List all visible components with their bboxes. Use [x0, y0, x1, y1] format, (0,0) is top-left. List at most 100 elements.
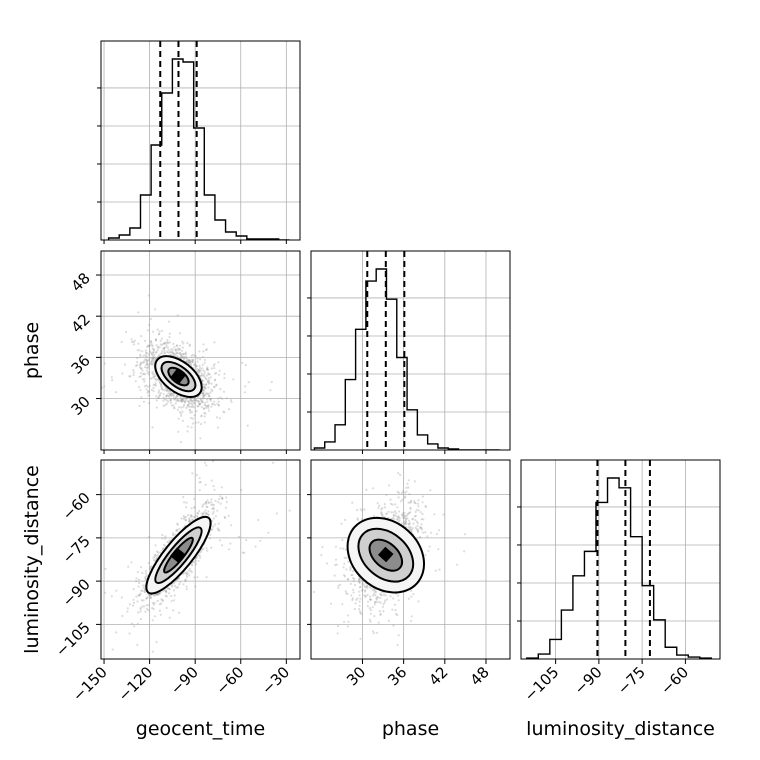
sample-point — [217, 528, 220, 532]
sample-point — [400, 492, 403, 495]
sample-point — [171, 348, 174, 351]
sample-point — [155, 593, 158, 596]
sample-point — [145, 575, 148, 578]
sample-point — [381, 605, 385, 608]
sample-point — [104, 567, 107, 571]
sample-point — [193, 515, 196, 518]
sample-point — [166, 350, 169, 354]
sample-point — [150, 340, 153, 343]
sample-point — [178, 348, 181, 351]
sample-point — [356, 597, 359, 600]
sample-point — [373, 589, 376, 592]
sample-point — [158, 354, 161, 357]
sample-point — [363, 508, 366, 511]
histogram-geocent_time — [107, 58, 290, 240]
sample-point — [345, 592, 348, 595]
y-tick-label: −105 — [52, 618, 94, 660]
x-axis-label-geocent_time: geocent_time — [136, 718, 265, 740]
sample-point — [392, 514, 396, 517]
sample-point — [407, 526, 411, 529]
sample-point — [202, 350, 205, 353]
sample-point — [267, 531, 270, 534]
sample-point — [152, 362, 155, 365]
sample-point — [406, 517, 409, 520]
sample-point — [170, 594, 173, 598]
sample-point — [244, 385, 247, 388]
sample-point — [223, 515, 226, 519]
sample-point — [170, 584, 173, 587]
sample-point — [411, 517, 414, 520]
sample-point — [140, 566, 143, 569]
sample-point — [413, 480, 416, 483]
sample-point — [163, 346, 166, 349]
sample-point — [206, 499, 209, 502]
sample-point — [189, 409, 192, 412]
sample-point — [308, 557, 310, 559]
sample-point — [139, 353, 142, 356]
panel-geocent_time-vs-luminosity_distance — [100, 459, 301, 708]
sample-point — [132, 374, 135, 377]
sample-point — [397, 496, 400, 499]
sample-point — [394, 510, 397, 513]
sample-point — [159, 383, 162, 386]
sample-point — [145, 388, 148, 391]
sample-point — [197, 368, 201, 371]
sample-point — [385, 512, 388, 515]
sample-point — [202, 407, 205, 410]
sample-point — [374, 594, 377, 597]
sample-point — [195, 410, 198, 413]
sample-point — [190, 355, 193, 358]
sample-point — [121, 372, 124, 375]
sample-point — [178, 611, 181, 614]
sample-point — [139, 375, 142, 378]
sample-point — [143, 385, 146, 388]
sample-point — [379, 613, 382, 617]
sample-point — [270, 380, 273, 384]
sample-point — [158, 603, 161, 606]
sample-point — [341, 603, 344, 606]
axes-frame — [100, 459, 301, 660]
sample-point — [156, 706, 158, 708]
sample-point — [334, 558, 338, 561]
sample-point — [207, 392, 210, 396]
sample-point — [168, 320, 171, 323]
sample-point — [376, 502, 379, 505]
sample-point — [191, 360, 194, 363]
sample-point — [138, 349, 141, 352]
x-tick-label: 42 — [425, 663, 451, 689]
sample-point — [201, 513, 204, 516]
x-tick-label: −105 — [521, 663, 563, 705]
sample-point — [183, 352, 186, 355]
sample-point — [168, 587, 171, 590]
sample-point — [189, 361, 192, 364]
sample-point — [213, 400, 216, 403]
sample-point — [403, 514, 407, 517]
sample-point — [407, 597, 410, 600]
sample-point — [151, 363, 154, 366]
sample-point — [156, 550, 159, 553]
sample-point — [187, 514, 190, 517]
sample-point — [329, 602, 332, 605]
sample-point — [152, 376, 155, 379]
sample-point — [176, 529, 179, 532]
sample-point — [389, 498, 392, 501]
sample-point — [180, 398, 184, 401]
sample-point — [153, 594, 156, 597]
sample-point — [408, 493, 411, 496]
sample-point — [199, 556, 202, 559]
sample-point — [341, 539, 344, 542]
sample-point — [365, 585, 368, 589]
sample-point — [383, 710, 385, 712]
sample-point — [188, 361, 191, 364]
sample-point — [374, 590, 377, 593]
sample-point — [125, 330, 128, 333]
sample-point — [404, 495, 407, 498]
sample-point — [206, 405, 209, 408]
sample-point — [416, 524, 419, 527]
sample-point — [149, 566, 152, 569]
histogram-phase — [313, 268, 500, 450]
sample-point — [139, 388, 142, 392]
sample-point — [364, 589, 367, 592]
sample-point — [154, 308, 157, 311]
